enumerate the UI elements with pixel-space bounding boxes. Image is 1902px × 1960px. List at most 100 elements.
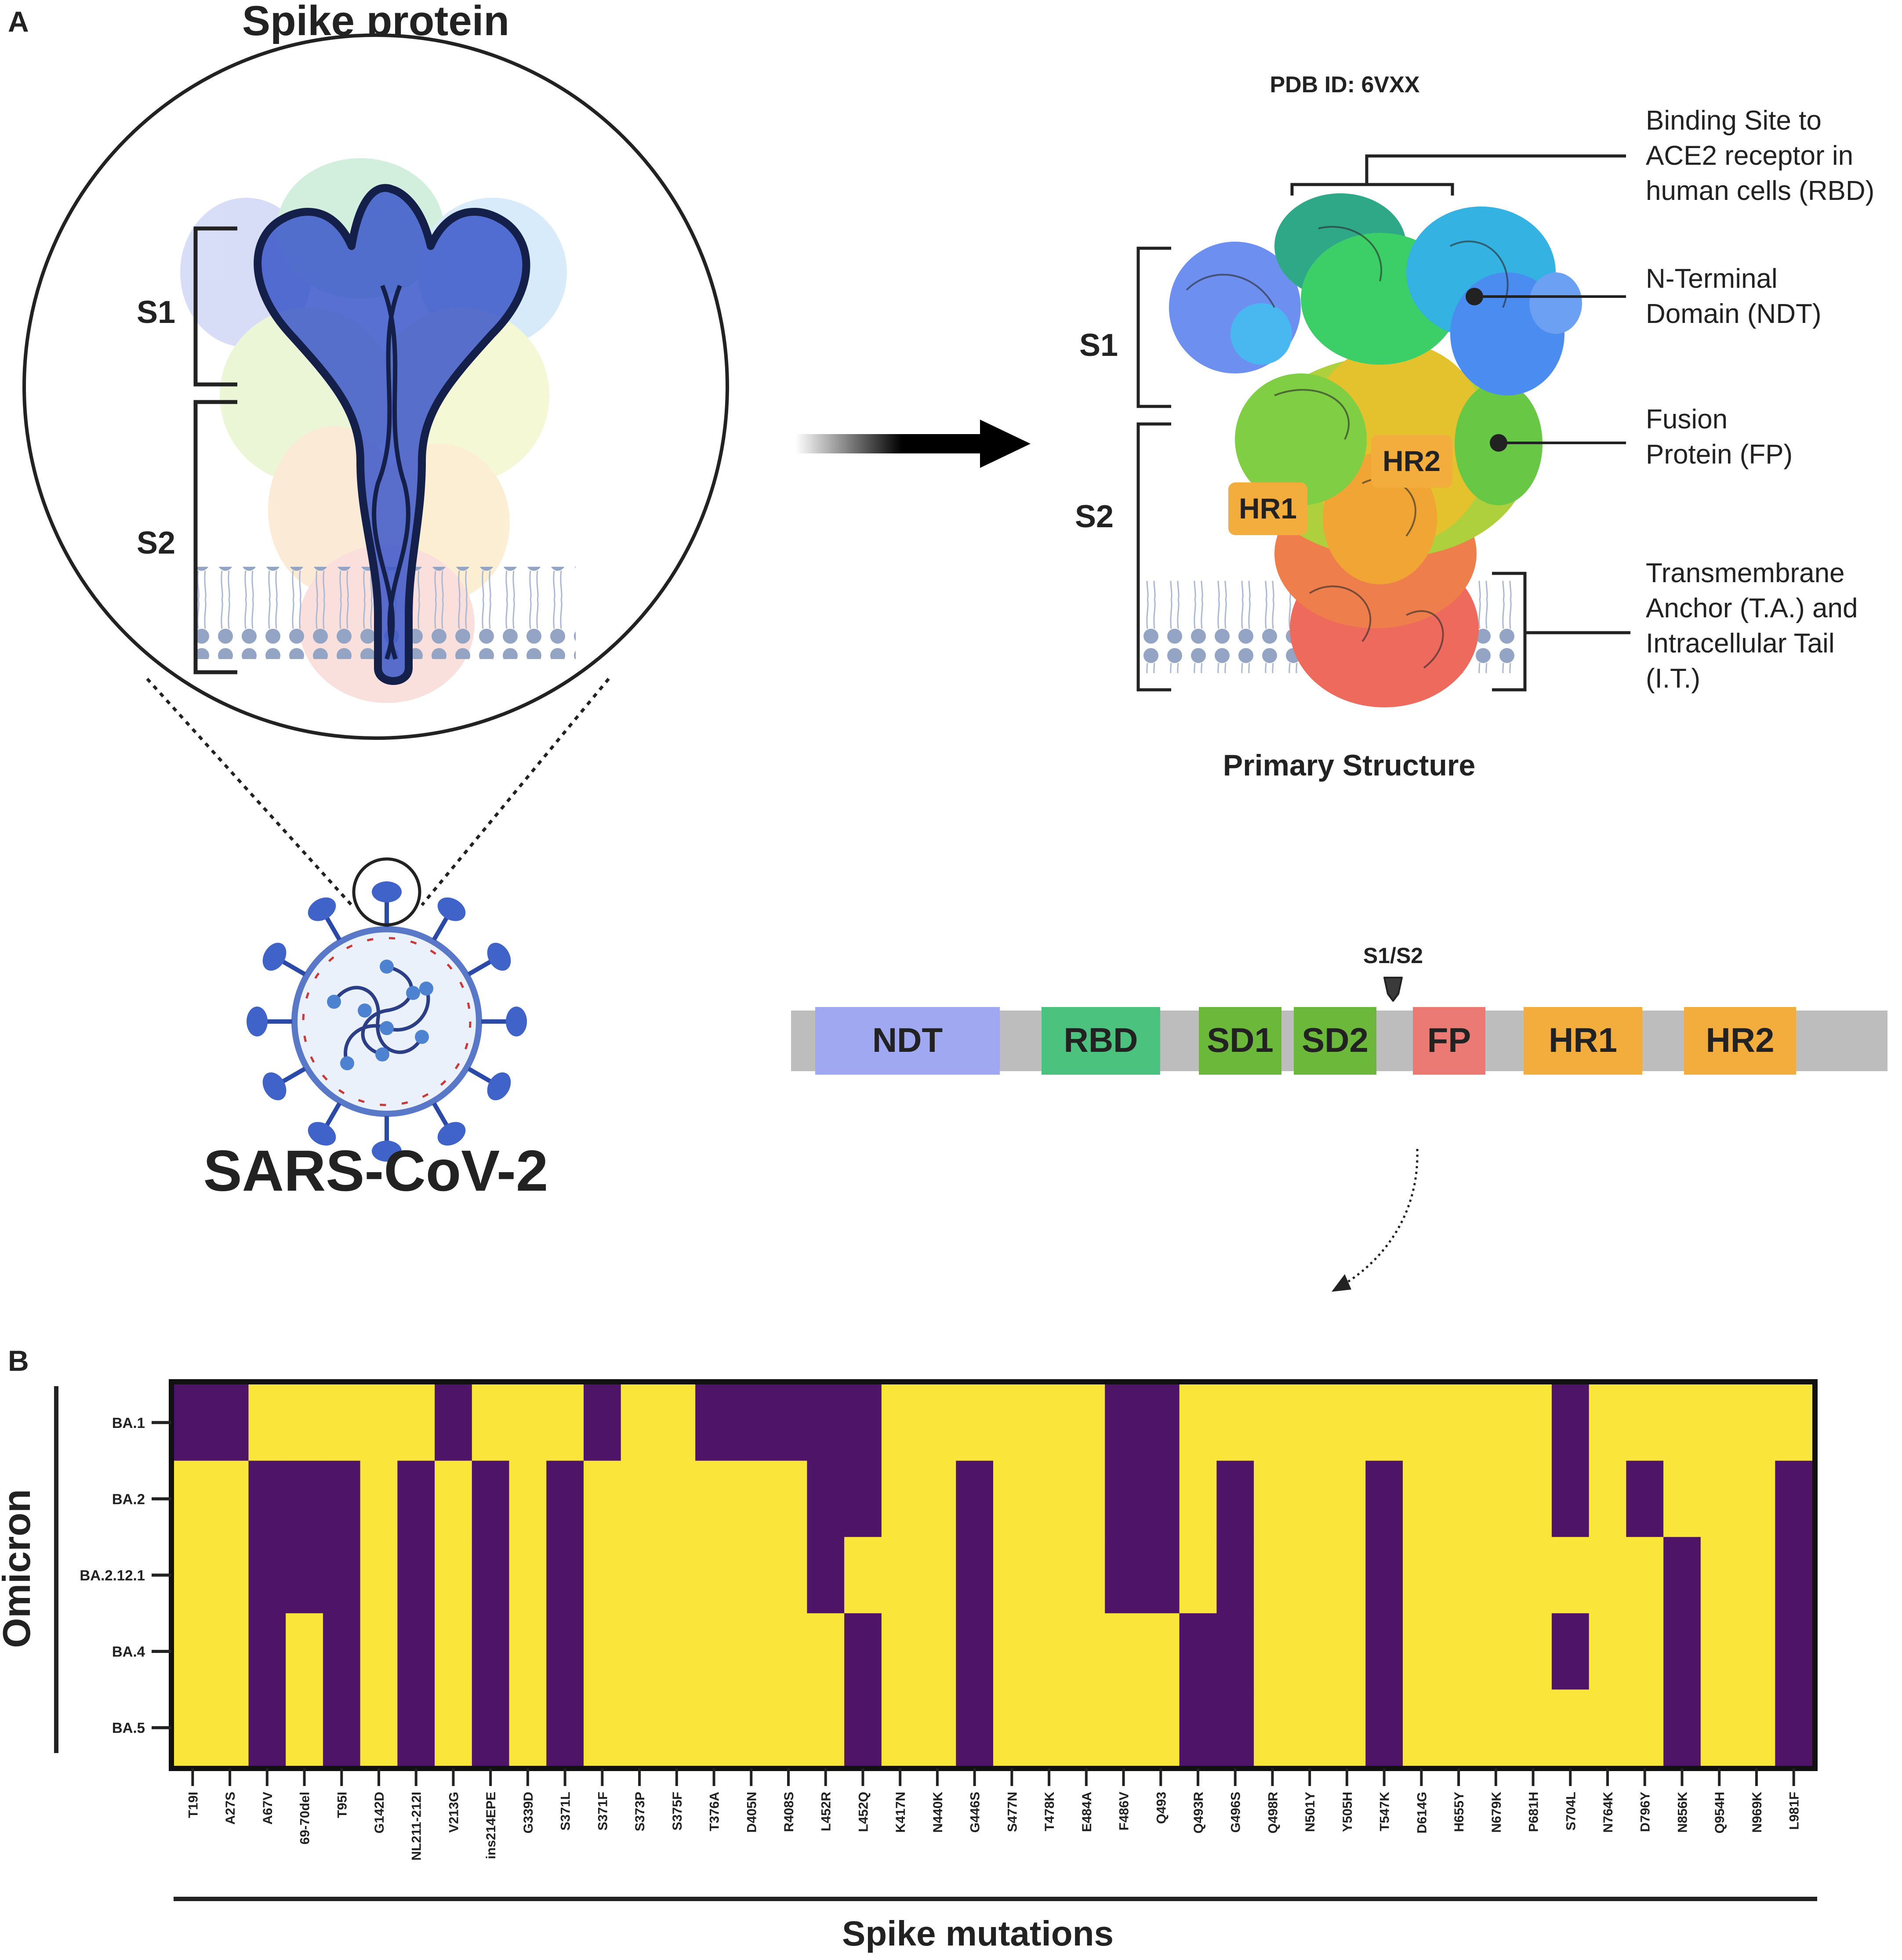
heatmap-cell [1030,1689,1068,1766]
heatmap-cell [1142,1613,1180,1690]
heatmap-cell [509,1537,547,1614]
ta-bracket [1492,572,1630,692]
heatmap-cell [1775,1689,1813,1766]
heatmap-cell [472,1537,510,1614]
heatmap-cell [807,1689,845,1766]
col-label: Q493R [1191,1792,1206,1833]
pdb-id-label: PDB ID: 6VXX [1270,72,1420,98]
row-label: BA.5 [112,1720,145,1736]
heatmap-cell [621,1384,659,1461]
heatmap-cell [844,1460,882,1537]
domain-label: HR2 [1706,1021,1774,1059]
col-label: T95I [335,1792,349,1818]
heatmap-cell [1030,1537,1068,1614]
heatmap-cell [1179,1613,1217,1690]
heatmap-cell [286,1689,323,1766]
heatmap-cell [993,1689,1031,1766]
heatmap-cell [956,1613,994,1690]
heatmap-cell [1551,1689,1590,1766]
heatmap-cell [658,1460,696,1537]
col-label: S477N [1005,1792,1020,1832]
col-label: A67V [261,1792,275,1825]
heatmap-cell [1216,1537,1254,1614]
heatmap-cell [1663,1384,1701,1461]
heatmap-cell [1514,1689,1552,1766]
heatmap-cell [658,1613,696,1690]
heatmap-cell [1440,1537,1478,1614]
heatmap-cell [248,1689,286,1766]
heatmap-cell [1775,1460,1813,1537]
heatmap-cell [807,1384,845,1461]
heatmap-cell [1105,1689,1143,1766]
heatmap-cell [918,1537,956,1614]
heatmap-cell [174,1460,212,1537]
heatmap-cell [844,1384,882,1461]
heatmap-cell [1179,1689,1217,1766]
col-label: K417N [893,1792,908,1833]
domain-label: SD1 [1207,1021,1274,1059]
callout-rbd-line1: Binding Site to [1646,105,1822,136]
hr2-tag: HR2 [1383,445,1441,477]
heatmap-cell [732,1537,770,1614]
heatmap-cell [956,1537,994,1614]
heatmap-cell [1067,1384,1105,1461]
heatmap-cell [1663,1460,1701,1537]
heatmap-cell [1403,1689,1441,1766]
heatmap-cell [1291,1537,1329,1614]
panel-b-letter: B [8,1344,29,1377]
heatmap-cell [1328,1689,1366,1766]
heatmap-cell [807,1537,845,1614]
heatmap-cell [993,1537,1031,1614]
callout-fp: Fusion Protein (FP) [1646,404,1793,470]
heatmap-cell [509,1460,547,1537]
heatmap-cell [1700,1384,1739,1461]
heatmap-cell [1775,1384,1813,1461]
heatmap-cell [360,1384,398,1461]
col-label: G339D [521,1792,536,1833]
virus-spike [481,1007,527,1036]
heatmap-cell [1254,1537,1292,1614]
transition-arrow [795,420,1031,468]
heatmap-cell [435,1537,472,1614]
heatmap-cell [546,1384,584,1461]
virus-spike [372,881,402,927]
heatmap-cell [1514,1537,1552,1614]
heatmap-cell [360,1537,398,1614]
heatmap-cell [211,1384,249,1461]
heatmap-cell [1142,1384,1180,1461]
heatmap-cell [1589,1613,1626,1690]
heatmap-cell [1365,1384,1403,1461]
dotted-curve-arrowhead [1332,1274,1351,1292]
heatmap-cell [1291,1689,1329,1766]
domain-hr1: HR1 [1524,1007,1642,1075]
heatmap-cell [1477,1613,1515,1690]
left-s2-bracket [193,400,237,674]
callout-ta: Transmembrane Anchor (T.A.) and Intracel… [1646,558,1866,694]
heatmap-cell [956,1689,994,1766]
heatmap-cell [1030,1384,1068,1461]
heatmap-cell [435,1384,472,1461]
heatmap-cell [918,1613,956,1690]
col-label: A27S [223,1792,238,1825]
heatmap-cell [770,1384,807,1461]
col-label: D796Y [1638,1792,1653,1832]
heatmap-cell [1403,1460,1441,1537]
row-label: BA.4 [112,1644,145,1660]
heatmap-cell [881,1537,919,1614]
heatmap-cell [435,1689,472,1766]
heatmap-cell [1403,1384,1441,1461]
heatmap-cell [248,1537,286,1614]
col-label: R408S [782,1792,796,1832]
heatmap-cell [1514,1384,1552,1461]
heatmap-cell [695,1384,733,1461]
heatmap-cell [1477,1460,1515,1537]
heatmap-cell [1551,1384,1590,1461]
heatmap-cell [1291,1460,1329,1537]
heatmap-cell [1700,1537,1739,1614]
heatmap-cell [732,1689,770,1766]
heatmap-cell [584,1460,621,1537]
heatmap-cell [286,1460,323,1537]
right-s2-bracket [1136,422,1171,692]
virus-spike [262,1067,306,1101]
heatmap-cell [360,1460,398,1537]
